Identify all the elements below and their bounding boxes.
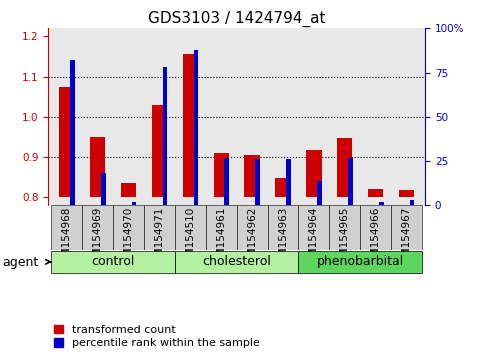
Text: GSM154970: GSM154970	[124, 207, 134, 270]
Bar	[59, 87, 74, 197]
Bar	[163, 67, 167, 205]
Bar	[306, 150, 322, 197]
Bar	[275, 178, 291, 197]
Bar	[317, 181, 322, 205]
Bar	[256, 159, 260, 205]
Bar	[244, 155, 260, 197]
Text: GSM154968: GSM154968	[62, 207, 72, 270]
Text: GSM154967: GSM154967	[401, 207, 412, 270]
FancyBboxPatch shape	[237, 205, 268, 250]
Legend: transformed count, percentile rank within the sample: transformed count, percentile rank withi…	[54, 325, 259, 348]
Bar	[101, 173, 106, 205]
Bar	[132, 202, 137, 205]
FancyBboxPatch shape	[268, 205, 298, 250]
Text: GSM154966: GSM154966	[370, 207, 381, 270]
Bar	[337, 138, 353, 197]
Bar	[152, 105, 167, 197]
Text: GSM154510: GSM154510	[185, 207, 195, 270]
FancyBboxPatch shape	[144, 205, 175, 250]
Bar	[225, 158, 229, 205]
Bar	[399, 190, 414, 197]
Text: GSM154963: GSM154963	[278, 207, 288, 270]
Bar	[286, 159, 291, 205]
Bar	[410, 200, 414, 205]
Text: agent: agent	[2, 256, 39, 269]
Bar	[213, 153, 229, 197]
Bar	[348, 158, 353, 205]
Text: GSM154961: GSM154961	[216, 207, 226, 270]
Title: GDS3103 / 1424794_at: GDS3103 / 1424794_at	[148, 11, 326, 27]
Text: GSM154969: GSM154969	[93, 207, 103, 270]
Bar	[90, 137, 105, 197]
Text: control: control	[91, 255, 135, 268]
FancyBboxPatch shape	[51, 205, 82, 250]
Text: GSM154965: GSM154965	[340, 207, 350, 270]
Text: GSM154964: GSM154964	[309, 207, 319, 270]
FancyBboxPatch shape	[82, 205, 113, 250]
FancyBboxPatch shape	[113, 205, 144, 250]
Bar	[121, 183, 136, 197]
FancyBboxPatch shape	[329, 205, 360, 250]
FancyBboxPatch shape	[391, 205, 422, 250]
Text: GSM154962: GSM154962	[247, 207, 257, 270]
FancyBboxPatch shape	[51, 251, 175, 273]
Text: cholesterol: cholesterol	[202, 255, 271, 268]
Bar	[70, 60, 75, 205]
Bar	[183, 55, 198, 197]
Bar	[379, 202, 384, 205]
Bar	[194, 50, 198, 205]
Bar	[368, 189, 384, 197]
FancyBboxPatch shape	[360, 205, 391, 250]
Text: GSM154971: GSM154971	[155, 207, 165, 270]
FancyBboxPatch shape	[298, 251, 422, 273]
FancyBboxPatch shape	[175, 205, 206, 250]
FancyBboxPatch shape	[175, 251, 298, 273]
FancyBboxPatch shape	[298, 205, 329, 250]
FancyBboxPatch shape	[206, 205, 237, 250]
Text: phenobarbital: phenobarbital	[316, 255, 404, 268]
